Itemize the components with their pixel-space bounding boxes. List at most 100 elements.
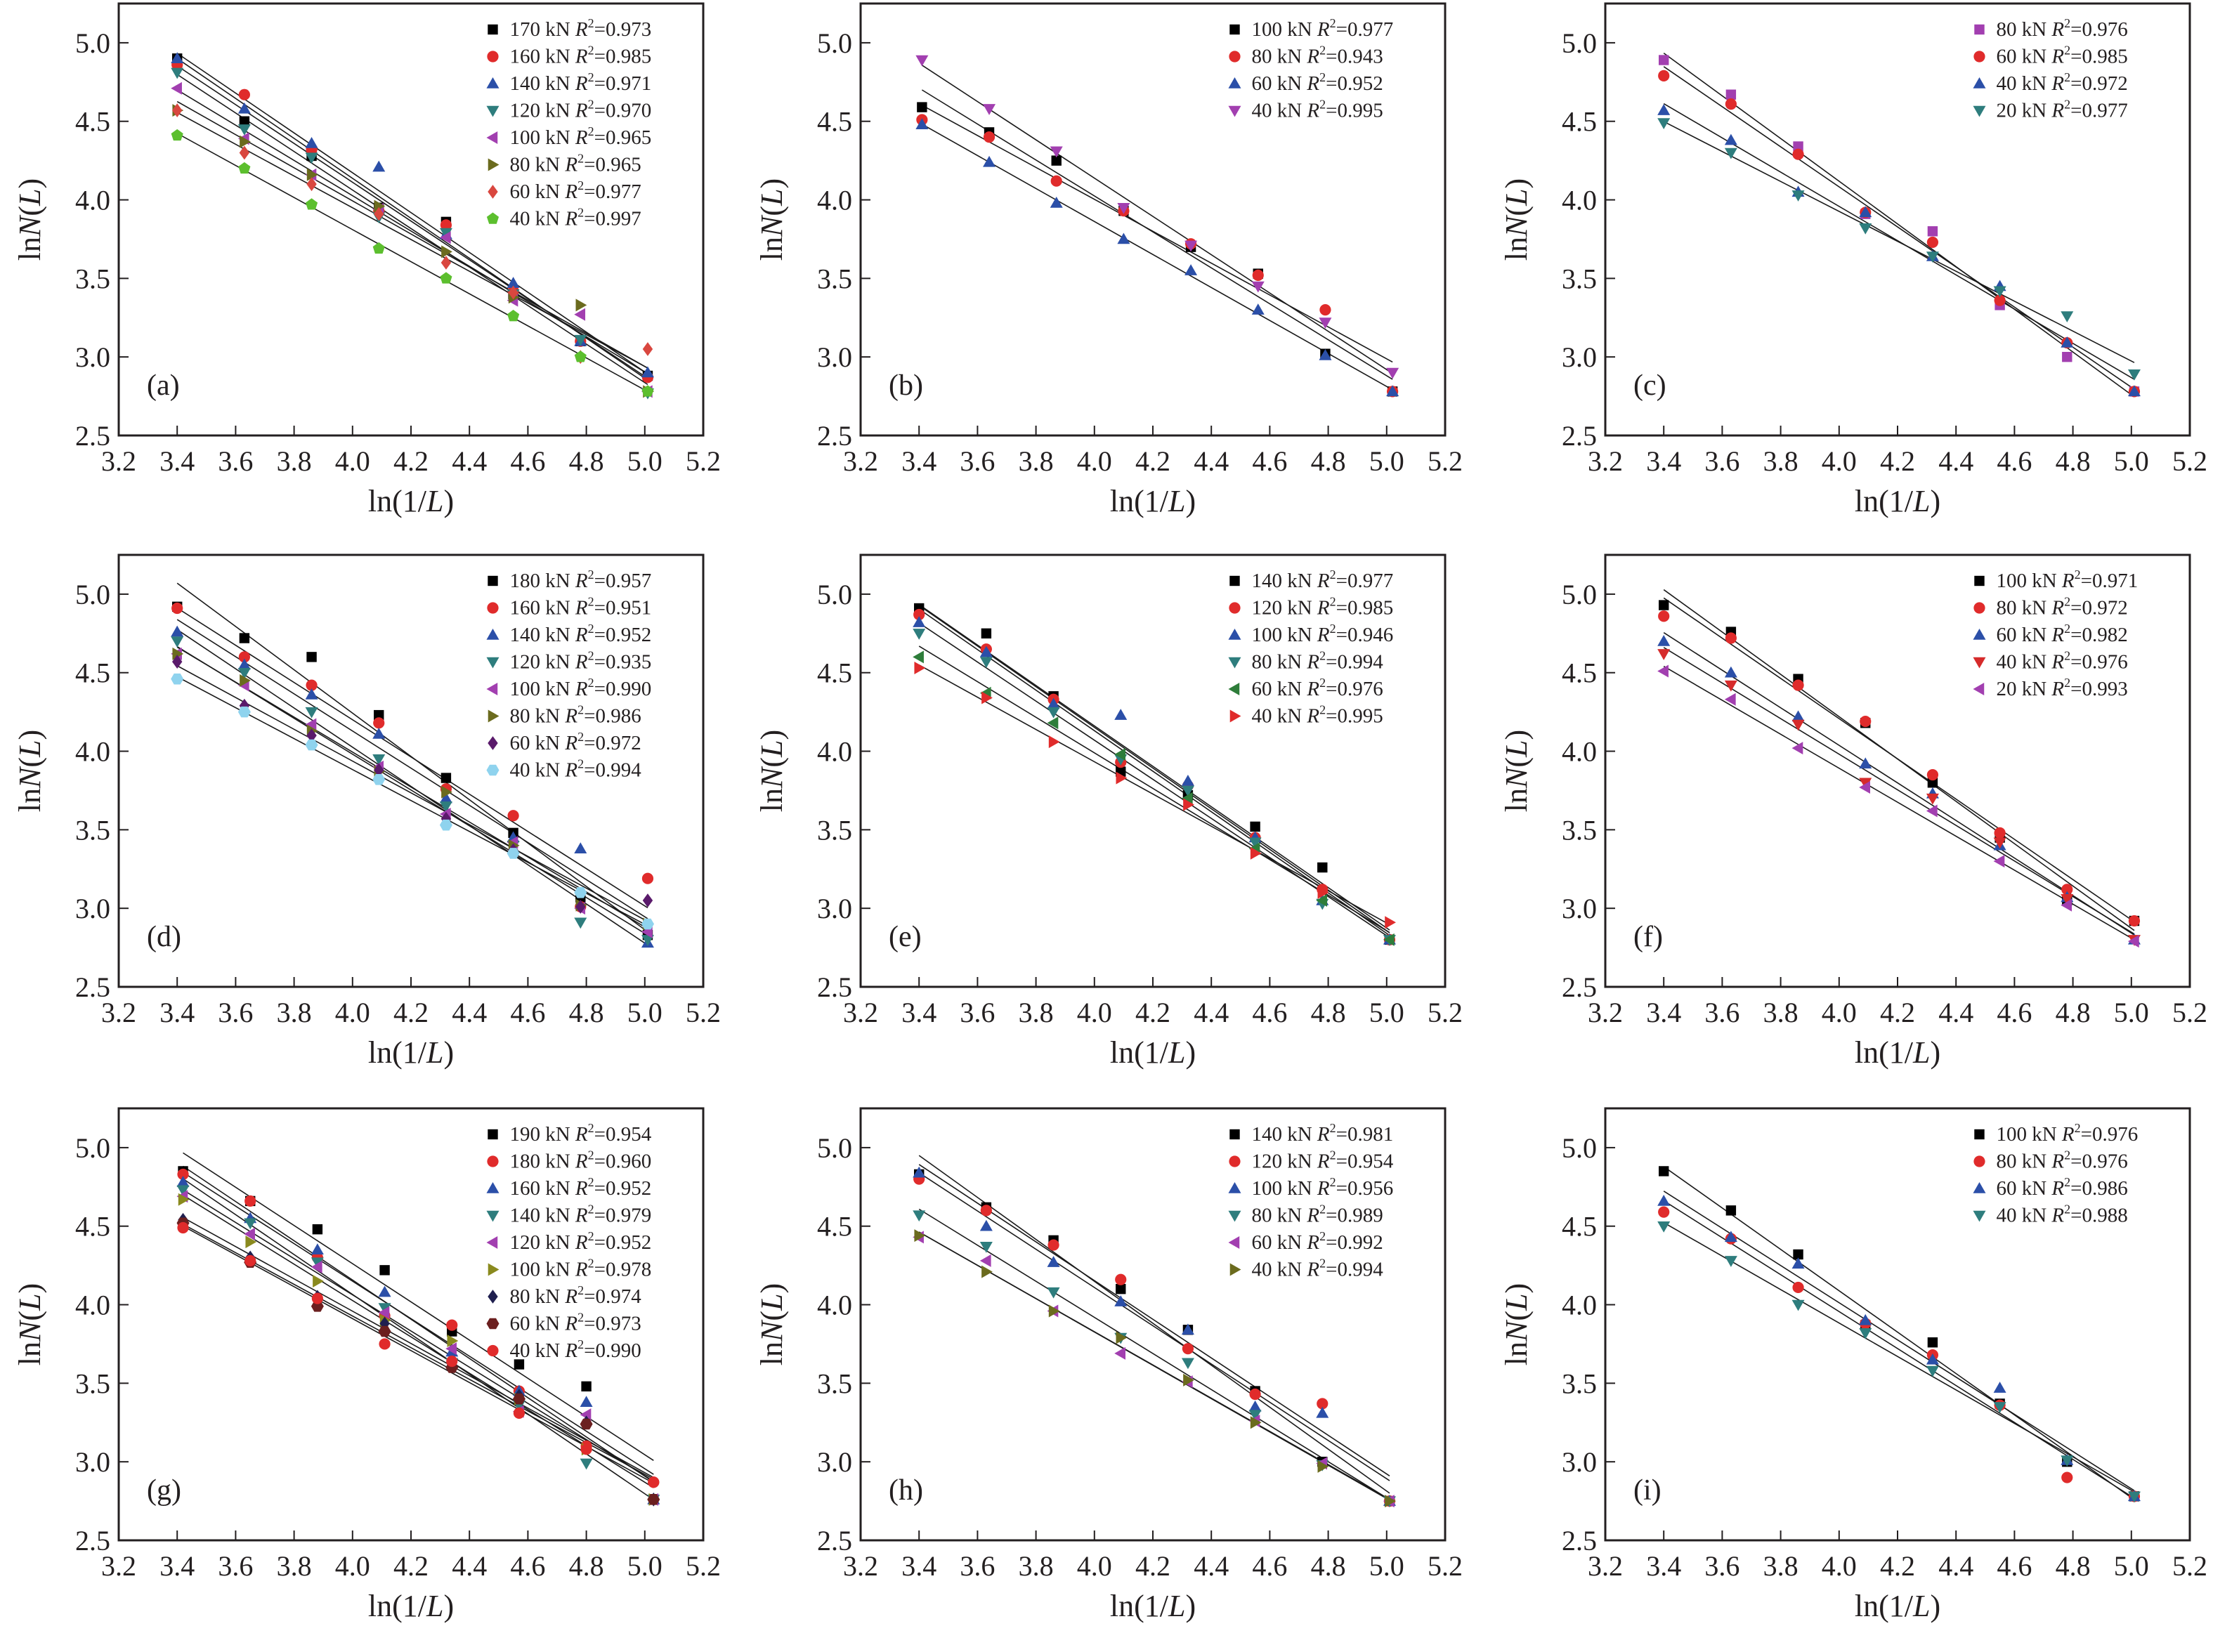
legend-r-exponent: 2 — [2064, 622, 2070, 636]
circle-marker — [446, 1355, 458, 1368]
legend-label: 180 kN R2=0.960 — [509, 1148, 651, 1173]
x-tick-label: 5.0 — [2114, 1550, 2149, 1582]
x-tick-label: 3.8 — [277, 445, 312, 477]
y-axis-label-part: N — [755, 214, 789, 237]
tri-left-marker — [580, 1408, 592, 1422]
tri-left-marker — [1383, 933, 1395, 946]
y-tick-label: 5.0 — [1562, 579, 1597, 610]
tri-left-marker — [1181, 792, 1193, 805]
legend-item: 80 kN R2=0.994 — [1228, 649, 1383, 674]
tri-left-marker — [1657, 664, 1669, 678]
legend-item: 180 kN R2=0.957 — [488, 568, 651, 592]
panel-label: (a) — [147, 369, 180, 402]
hexagon-marker — [580, 1418, 593, 1430]
plot-frame — [117, 2, 705, 437]
legend-r-symbol: R — [575, 570, 588, 592]
legend-label: 160 kN R2=0.951 — [509, 595, 651, 620]
diamond-marker — [374, 206, 384, 221]
x-tick-label: 4.2 — [1135, 997, 1170, 1028]
circle-marker — [913, 608, 925, 621]
hexagon-marker — [378, 1325, 391, 1337]
tri-down-marker — [1859, 778, 1872, 789]
x-tick-label: 5.2 — [2172, 997, 2207, 1028]
panel-f: 3.2 3.4 3.6 3.8 4.0 4.2 4.4 4.6 4.8 5.0 5.2 2.5 3.0 3… — [1499, 553, 2207, 1070]
legend-r-symbol: R — [1306, 46, 1319, 68]
x-tick-label: 4.8 — [2056, 997, 2091, 1028]
tri-left-marker — [171, 81, 182, 95]
tri-down-marker — [979, 657, 993, 669]
tri-down-marker — [305, 152, 318, 164]
circle-marker — [1249, 1388, 1261, 1401]
y-tick-label: 3.5 — [75, 1368, 110, 1399]
y-tick-label: 4.0 — [1562, 736, 1597, 768]
legend-series-name: 140 kN — [1251, 570, 1317, 592]
legend-series-name: 40 kN — [509, 759, 565, 782]
y-axis-label-part: ( — [755, 1311, 789, 1321]
tri-up-marker — [1319, 348, 1332, 360]
x-tick-label: 5.2 — [686, 997, 721, 1028]
y-axis-label: lnN(L) — [755, 730, 789, 812]
legend-label: 60 kN R2=0.986 — [1996, 1175, 2127, 1200]
tri-up-marker — [1657, 1194, 1671, 1206]
square-marker — [488, 575, 498, 586]
tri-up-marker — [1251, 303, 1265, 315]
legend-label: 40 kN R2=0.990 — [509, 1337, 641, 1362]
legend-r-symbol: R — [2051, 624, 2064, 646]
circle-marker — [507, 810, 519, 822]
y-axis-label-part: ( — [13, 206, 47, 216]
tri-right-marker — [1183, 1373, 1194, 1386]
tri-down-marker — [1181, 785, 1194, 797]
tri-right-marker — [172, 647, 184, 660]
panel-label: (d) — [147, 921, 181, 953]
x-tick-label: 4.0 — [1822, 445, 1857, 477]
legend-item: 120 kN R2=0.985 — [1229, 595, 1393, 620]
tri-left-marker — [574, 308, 586, 321]
y-axis-label-part: ln — [755, 237, 789, 261]
tri-right-marker — [1385, 1495, 1396, 1508]
square-marker — [1725, 89, 1737, 100]
x-tick-label: 4.2 — [1880, 1550, 1915, 1582]
legend-r-exponent: 2 — [2064, 676, 2070, 690]
legend-r-exponent: 2 — [1330, 1148, 1336, 1162]
legend-series-name: 40 kN — [1996, 1205, 2051, 1227]
y-axis-label-part: ) — [1499, 730, 1534, 740]
legend-series-name: 170 kN — [509, 18, 575, 41]
legend-item: 60 kN R2=0.992 — [1228, 1229, 1383, 1254]
square-marker — [239, 116, 250, 126]
x-tick-label: 3.4 — [159, 997, 195, 1028]
legend-label: 40 kN R2=0.972 — [1996, 70, 2127, 95]
x-axis-label-part: ) — [1930, 1035, 1940, 1070]
fit-line — [1663, 1166, 2135, 1500]
pentagon-marker — [238, 162, 251, 174]
x-tick-label: 3.8 — [1763, 997, 1799, 1028]
y-tick-label: 5.0 — [817, 1132, 852, 1164]
y-tick-label: 3.0 — [1562, 341, 1597, 373]
legend-series-name: 100 kN — [1996, 570, 2061, 592]
tri-up-marker — [979, 645, 993, 657]
diamond-marker — [306, 177, 317, 192]
x-axis-label-part: ln(1/ — [1110, 1589, 1169, 1623]
legend-item: 100 kN R2=0.965 — [486, 124, 651, 149]
legend-label: 80 kN R2=0.965 — [509, 152, 641, 176]
x-tick-label: 5.2 — [1428, 445, 1463, 477]
legend-r-symbol: R — [575, 651, 588, 674]
tri-down-marker — [1993, 1402, 2006, 1413]
tri-up-marker — [580, 1396, 593, 1407]
tri-up-marker — [305, 688, 318, 700]
x-tick-label: 5.0 — [627, 445, 662, 477]
legend-series-name: 160 kN — [509, 597, 575, 620]
legend-r-exponent: 2 — [2064, 1148, 2070, 1162]
panel-c: 3.2 3.4 3.6 3.8 4.0 4.2 4.4 4.6 4.8 5.0 5.2 2.5 3.0 3… — [1499, 2, 2207, 518]
tri-down-marker — [1791, 1299, 1805, 1311]
legend-series-name: 80 kN — [1996, 597, 2051, 620]
square-marker — [379, 1265, 390, 1276]
x-tick-label: 3.6 — [1704, 1550, 1739, 1582]
x-tick-label: 4.8 — [569, 1550, 604, 1582]
legend-item: 40 kN R2=0.994 — [486, 757, 641, 782]
tri-up-marker — [1228, 77, 1241, 88]
legend-r2-value: =0.960 — [594, 1150, 652, 1173]
x-tick-label: 4.6 — [1997, 445, 2032, 477]
plot-frame — [1604, 553, 2191, 988]
fit-line — [183, 1165, 654, 1483]
